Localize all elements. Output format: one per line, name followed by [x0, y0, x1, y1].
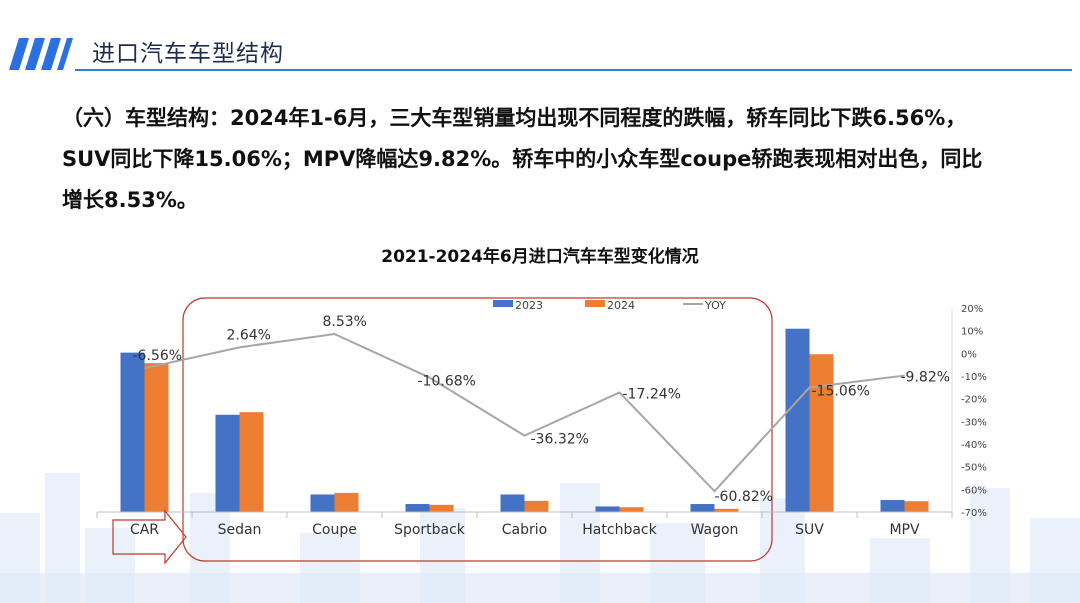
x-tick-label-wagon: Wagon: [691, 522, 739, 538]
yoy-data-label-sportback: -10.68%: [418, 374, 476, 390]
bar-2024-cabrio: [524, 500, 549, 512]
bar-2023-cabrio: [500, 494, 525, 512]
x-tick-label-suv: SUV: [795, 522, 824, 538]
yoy-data-label-cabrio: -36.32%: [531, 432, 589, 448]
slide-header: 进口汽车车型结构: [0, 0, 1080, 80]
bar-2023-wagon: [690, 504, 715, 512]
right-axis-tick-label: -40%: [961, 440, 987, 451]
yoy-data-label-car: -6.56%: [133, 348, 183, 364]
summary-paragraph: （六）车型结构：2024年1-6月，三大车型销量均出现不同程度的跌幅，轿车同比下…: [62, 98, 1052, 221]
yoy-line: [144, 332, 905, 493]
right-axis-tick-label: -10%: [961, 372, 987, 383]
bar-2024-wagon: [714, 508, 739, 512]
x-tick-label-coupe: Coupe: [312, 522, 357, 538]
header-stripes-icon: [9, 38, 1072, 71]
legend-swatch-2024: [585, 300, 605, 307]
yoy-data-label-sedan: 2.64%: [227, 327, 271, 343]
legend-label-2023: 2023: [515, 299, 543, 312]
right-axis-tick-label: 0%: [961, 349, 977, 360]
yoy-data-label-suv: -15.06%: [812, 383, 870, 399]
bar-2023-sedan: [215, 414, 240, 512]
right-axis-tick-label: -20%: [961, 395, 987, 406]
chart-title: 2021-2024年6月进口汽车车型变化情况: [381, 247, 699, 267]
legend-label-yoy: YOY: [704, 299, 726, 312]
bar-2024-suv: [809, 354, 834, 512]
yoy-data-label-coupe: 8.53%: [323, 314, 367, 330]
x-tick-label-car: CAR: [130, 522, 159, 538]
right-axis-tick-label: -70%: [961, 508, 987, 519]
legend-label-2024: 2024: [607, 299, 635, 312]
legend-swatch-2023: [493, 300, 513, 307]
right-axis-tick-label: -60%: [961, 485, 987, 496]
yoy-data-label-mpv: -9.82%: [901, 370, 951, 386]
x-tick-label-hatchback: Hatchback: [582, 522, 657, 538]
bar-2024-hatchback: [619, 507, 644, 512]
page-title: 进口汽车车型结构: [92, 41, 284, 67]
yoy-data-label-hatchback: -17.24%: [623, 386, 681, 402]
bar-2023-hatchback: [595, 506, 620, 512]
highlight-box: [182, 297, 773, 562]
bar-2023-mpv: [880, 500, 905, 512]
summary-line-3: 增长8.53%。: [62, 188, 198, 212]
x-tick-label-cabrio: Cabrio: [502, 522, 547, 538]
bar-2023-sportback: [405, 504, 430, 512]
bar-2024-mpv: [904, 501, 929, 512]
summary-line-1: （六）车型结构：2024年1-6月，三大车型销量均出现不同程度的跌幅，轿车同比下…: [62, 106, 967, 130]
right-axis-tick-label: -50%: [961, 463, 987, 474]
yoy-data-label-wagon: -60.82%: [715, 489, 773, 505]
bar-2023-car: [120, 352, 145, 512]
arrow-right-icon: [112, 509, 187, 565]
bar-2024-sportback: [429, 504, 454, 512]
bar-2024-sedan: [239, 412, 264, 512]
bar-2023-coupe: [310, 494, 335, 512]
summary-line-2: SUV同比下降15.06%；MPV降幅达9.82%。轿车中的小众车型coupe轿…: [62, 147, 983, 171]
bar-2023-suv: [785, 328, 810, 512]
bar-2024-coupe: [334, 492, 359, 512]
right-axis-tick-label: 20%: [961, 304, 983, 315]
x-tick-label-sportback: Sportback: [394, 522, 466, 538]
x-tick-label-mpv: MPV: [889, 522, 920, 538]
bar-2024-car: [144, 363, 169, 512]
right-axis-tick-label: -30%: [961, 417, 987, 428]
right-axis-tick-label: 10%: [961, 327, 983, 338]
x-tick-label-sedan: Sedan: [218, 522, 262, 538]
